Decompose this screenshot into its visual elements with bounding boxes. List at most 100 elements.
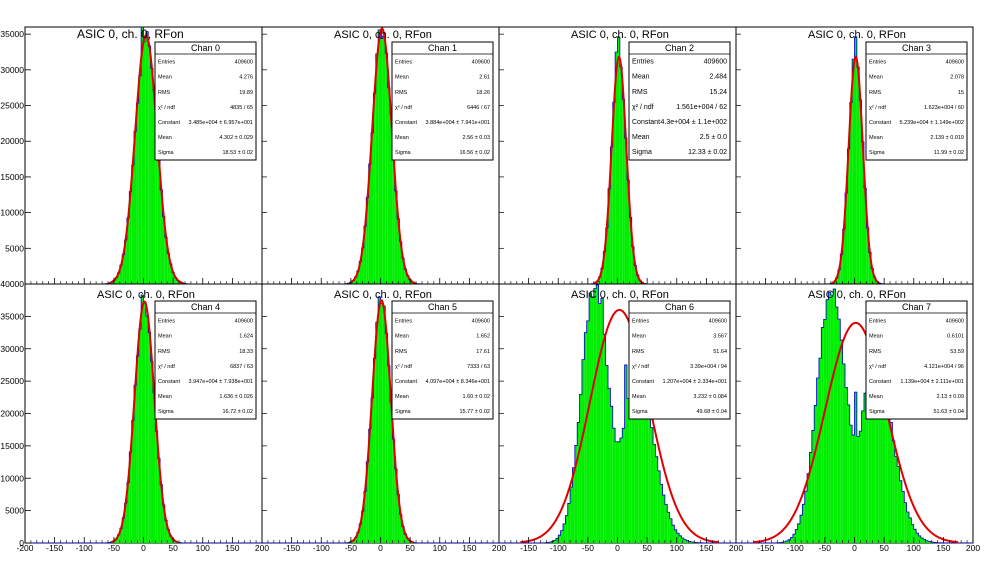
- stats-value: 409600: [709, 319, 727, 325]
- histogram-bars: [107, 27, 184, 285]
- x-tick-label: -150: [520, 543, 537, 553]
- histogram-bar: [688, 541, 691, 543]
- histogram-bar: [378, 29, 381, 284]
- histogram-bars: [347, 29, 417, 284]
- stats-value: 409600: [472, 60, 490, 66]
- x-tick-label: -100: [550, 543, 567, 553]
- histogram-bar: [650, 427, 654, 543]
- pad-chan-0: 5000 10000 15000 20000 25000 30000 35000 ASIC 0…: [0, 26, 263, 285]
- histogram-bar: [871, 362, 874, 543]
- histogram-bars: [781, 289, 936, 543]
- histogram-bar: [174, 277, 177, 284]
- y-tick-label: 30000: [0, 65, 24, 75]
- histogram-bar: [610, 146, 613, 284]
- stats-box: Chan 1 Entries 409600 Mean 2.61 RMS 18.26 χ² / …: [391, 41, 494, 161]
- histogram-bar: [619, 437, 623, 543]
- stats-box-title: Chan 5: [428, 302, 457, 312]
- x-tick-label: 100: [907, 543, 921, 553]
- histogram-bar: [676, 533, 680, 543]
- histogram-bar: [122, 254, 125, 284]
- y-tick-label: 35000: [0, 29, 24, 39]
- x-tick-label: 50: [405, 543, 415, 553]
- stats-value: 2.61: [479, 75, 490, 81]
- x-tick-label: -150: [283, 543, 300, 553]
- histogram-bar: [134, 385, 137, 543]
- stats-value: 2.484: [709, 74, 727, 81]
- stats-value: 12.33 ± 0.02: [688, 149, 727, 156]
- histogram-bar: [115, 538, 118, 543]
- histogram-bar: [399, 514, 402, 543]
- histogram-bar: [117, 534, 120, 543]
- stats-value: 15.24: [709, 89, 727, 96]
- histogram-bar: [615, 441, 618, 543]
- x-tick-label: 150: [225, 543, 239, 553]
- y-tick-label: 35000: [0, 311, 24, 321]
- stats-box-title: Chan 4: [191, 302, 220, 312]
- stats-value: 5.239e+004 ± 1.149e+002: [900, 120, 965, 126]
- histogram-bar: [382, 36, 386, 284]
- histogram-bar: [672, 525, 675, 543]
- histogram-bar: [565, 515, 568, 543]
- histogram-bar: [657, 470, 661, 543]
- histogram-bar: [835, 277, 838, 284]
- x-tick-label: 150: [699, 543, 713, 553]
- stats-box-frame: [865, 300, 968, 420]
- histogram-bar: [823, 319, 827, 543]
- histogram-bar: [818, 358, 822, 543]
- stats-label: Constant: [395, 379, 417, 385]
- histogram-bar: [572, 467, 575, 543]
- histogram-bar: [126, 482, 130, 543]
- histogram-bar: [849, 102, 853, 284]
- stats-value: 4.302 ± 0.029: [219, 135, 253, 141]
- histogram-bar: [129, 191, 132, 284]
- stats-value: 3.485e+004 ± 6.957e+001: [189, 120, 254, 126]
- histogram-bar: [795, 529, 798, 543]
- y-tick-label: 20000: [0, 136, 24, 146]
- histogram-bar: [845, 192, 848, 284]
- pad-title: ASIC 0, ch. 0, RFon: [571, 289, 669, 301]
- x-tick-label: 200: [729, 543, 743, 553]
- histogram-bar: [662, 495, 665, 543]
- histogram-bars: [349, 296, 414, 543]
- histogram-bar: [667, 512, 670, 543]
- histogram-bar: [401, 526, 405, 543]
- histogram-bar: [809, 452, 812, 543]
- histogram-bar: [570, 486, 573, 543]
- histogram-bar: [918, 535, 921, 543]
- histogram-bar: [596, 281, 599, 284]
- histogram-bar: [394, 469, 398, 543]
- stats-label: RMS: [395, 90, 408, 96]
- pad-title: ASIC 0, ch. 0, RFon: [77, 27, 184, 41]
- histogram-bar: [626, 398, 630, 543]
- histogram-bar: [375, 53, 379, 284]
- stats-label: Constant: [632, 379, 654, 385]
- stats-box: Chan 4 Entries 409600 Mean 1.624 RMS 18.33 χ² /…: [154, 300, 257, 420]
- histogram-bar: [842, 229, 846, 284]
- histogram-bar: [802, 504, 805, 543]
- stats-label: Sigma: [869, 409, 886, 415]
- histogram-bar: [683, 539, 687, 543]
- histogram-bar: [636, 363, 639, 543]
- stats-value: 2.078: [950, 75, 964, 81]
- x-tick-label: 0: [378, 543, 383, 553]
- stats-label: RMS: [632, 349, 645, 355]
- histogram-bar: [124, 239, 127, 284]
- stats-box-frame: [154, 300, 257, 420]
- histogram-bar: [641, 380, 644, 543]
- histogram-outline: [499, 284, 736, 544]
- histogram-bar: [162, 216, 165, 284]
- histogram-bar: [873, 366, 876, 543]
- histogram-bar: [901, 491, 905, 543]
- stats-label: Entries: [869, 60, 886, 66]
- histogram-bar: [655, 456, 658, 543]
- histogram-bar: [629, 217, 632, 284]
- histogram-bar: [363, 491, 367, 543]
- stats-label: Mean: [395, 135, 409, 141]
- stats-label: Sigma: [632, 409, 649, 415]
- histogram-bar: [610, 406, 613, 543]
- histogram-bar: [927, 541, 931, 543]
- stats-label: Sigma: [632, 149, 652, 156]
- stats-label: χ² / ndf: [632, 104, 654, 111]
- stats-box-title: Chan 0: [191, 43, 220, 53]
